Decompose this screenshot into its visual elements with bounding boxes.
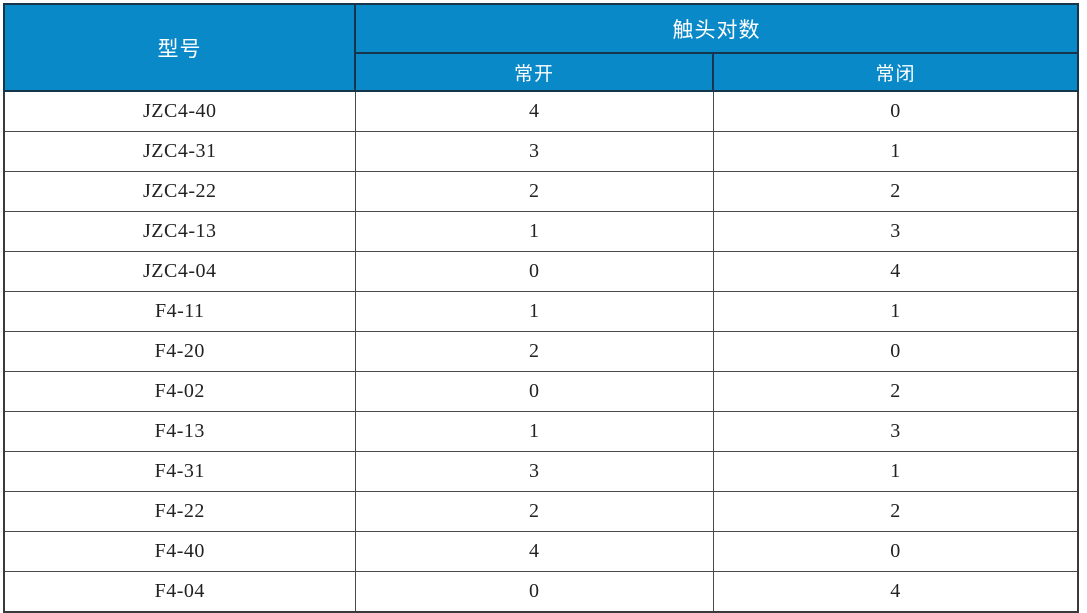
table-row: F4-20 2 0 — [3, 331, 1079, 372]
header-row-sub: 常开 常闭 — [4, 52, 1079, 92]
cell-normally-closed: 0 — [712, 331, 1079, 372]
cell-normally-closed: 0 — [712, 531, 1079, 572]
cell-normally-open: 4 — [354, 91, 714, 132]
cell-model: JZC4-13 — [3, 211, 356, 252]
cell-normally-open: 0 — [354, 251, 714, 292]
relay-contact-spec-table: 型号 触头对数 常开 常闭 JZC4-40 4 0 JZC4-31 3 1 JZC4-22 2… — [3, 3, 1079, 613]
cell-model: F4-02 — [3, 371, 356, 412]
cell-normally-closed: 1 — [712, 131, 1079, 172]
cell-normally-open: 4 — [354, 531, 714, 572]
table-sheet: 型号 触头对数 常开 常闭 JZC4-40 4 0 JZC4-31 3 1 JZC4-22 2… — [3, 3, 1079, 613]
table-row: F4-22 2 2 — [3, 491, 1079, 532]
table-row: F4-02 0 2 — [3, 371, 1079, 412]
table-row: F4-04 0 4 — [3, 571, 1079, 613]
table-row: JZC4-31 3 1 — [3, 131, 1079, 172]
cell-normally-closed: 3 — [712, 411, 1079, 452]
cell-normally-closed: 1 — [712, 291, 1079, 332]
cell-model: F4-20 — [3, 331, 356, 372]
table-row: JZC4-04 0 4 — [3, 251, 1079, 292]
column-header-normally-open: 常开 — [354, 52, 714, 92]
cell-normally-open: 2 — [354, 491, 714, 532]
cell-normally-closed: 0 — [712, 91, 1079, 132]
column-header-normally-closed: 常闭 — [712, 52, 1079, 92]
table-row: JZC4-22 2 2 — [3, 171, 1079, 212]
column-header-model: 型号 — [3, 3, 356, 92]
cell-model: F4-31 — [3, 451, 356, 492]
cell-model: F4-11 — [3, 291, 356, 332]
table-row: F4-11 1 1 — [3, 291, 1079, 332]
cell-normally-open: 0 — [354, 371, 714, 412]
cell-model: F4-22 — [3, 491, 356, 532]
cell-model: JZC4-04 — [3, 251, 356, 292]
cell-normally-closed: 3 — [712, 211, 1079, 252]
cell-normally-closed: 2 — [712, 371, 1079, 412]
table-row: F4-13 1 3 — [3, 411, 1079, 452]
table-row: JZC4-13 1 3 — [3, 211, 1079, 252]
cell-normally-open: 2 — [354, 331, 714, 372]
cell-normally-open: 3 — [354, 131, 714, 172]
table-row: F4-31 3 1 — [3, 451, 1079, 492]
table-row: JZC4-40 4 0 — [3, 91, 1079, 132]
cell-normally-closed: 4 — [712, 571, 1079, 613]
cell-model: JZC4-31 — [3, 131, 356, 172]
table-row: F4-40 4 0 — [3, 531, 1079, 572]
cell-normally-open: 1 — [354, 291, 714, 332]
cell-model: JZC4-40 — [3, 91, 356, 132]
column-header-contact-pairs: 触头对数 — [354, 3, 1079, 54]
cell-normally-open: 0 — [354, 571, 714, 613]
cell-normally-open: 2 — [354, 171, 714, 212]
cell-normally-closed: 2 — [712, 491, 1079, 532]
cell-model: F4-04 — [3, 571, 356, 613]
table-body: JZC4-40 4 0 JZC4-31 3 1 JZC4-22 2 2 JZC4-13 1 3 JZC4… — [3, 91, 1079, 613]
cell-normally-closed: 4 — [712, 251, 1079, 292]
cell-normally-open: 3 — [354, 451, 714, 492]
cell-normally-open: 1 — [354, 411, 714, 452]
cell-normally-open: 1 — [354, 211, 714, 252]
cell-normally-closed: 2 — [712, 171, 1079, 212]
table-header: 型号 触头对数 常开 常闭 — [3, 3, 1079, 92]
cell-model: F4-13 — [3, 411, 356, 452]
cell-model: JZC4-22 — [3, 171, 356, 212]
header-row-top: 型号 触头对数 — [3, 3, 1079, 92]
cell-normally-closed: 1 — [712, 451, 1079, 492]
